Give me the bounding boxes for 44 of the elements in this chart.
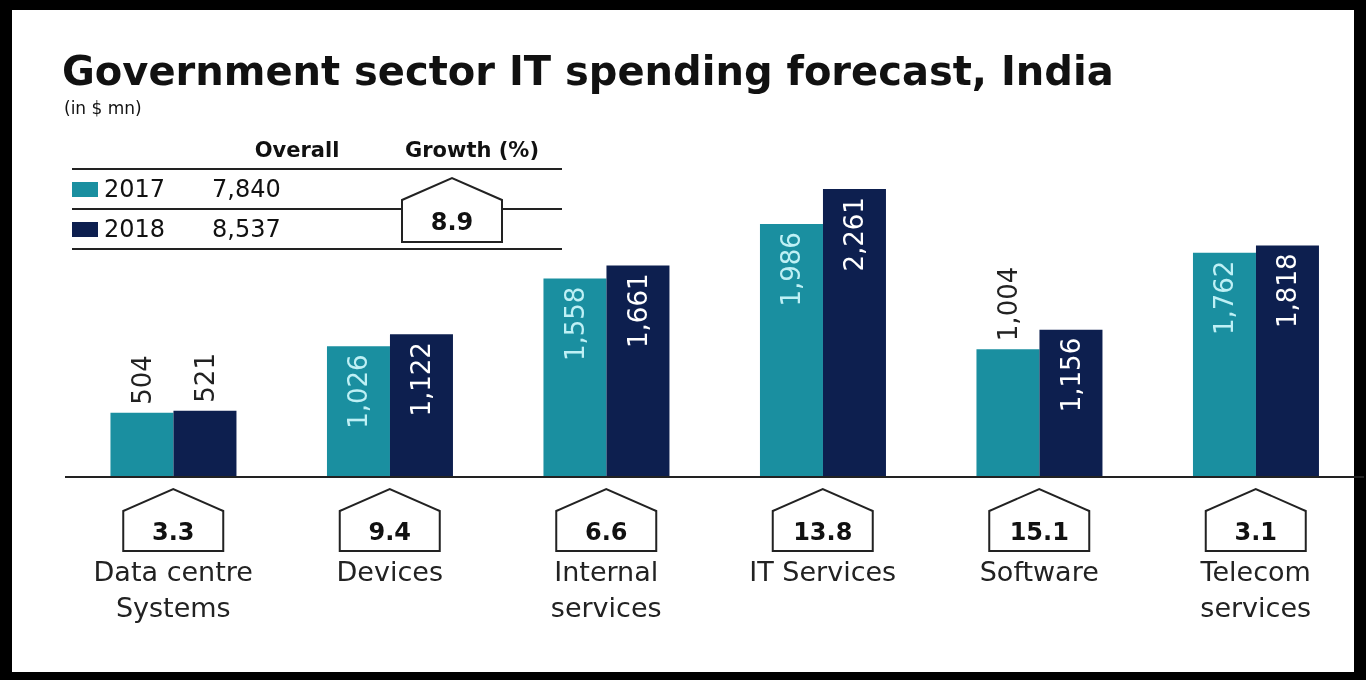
data-label: 1,004 [992, 266, 1023, 342]
bar [543, 278, 607, 477]
legend-label: 2018 [103, 215, 167, 243]
data-label: 1,818 [1272, 253, 1303, 328]
bar [326, 346, 390, 477]
text: 6.6 [584, 517, 628, 546]
chart-subtitle: (in $ mn) [64, 98, 142, 118]
x-tick-label: Data centre Systems [93, 556, 253, 623]
data-label: 1,986 [776, 232, 807, 307]
text: 3.3 [151, 517, 195, 546]
bar [1255, 245, 1319, 477]
annotation: 8,537 [212, 215, 282, 243]
text: 13.8 [793, 517, 853, 546]
text: 3.1 [1234, 517, 1278, 546]
data-label: 1,762 [1209, 260, 1240, 336]
data-label: 1,122 [406, 342, 437, 417]
legend-label: 2017 [103, 175, 167, 203]
x-tick-label: Software [979, 556, 1099, 587]
data-label: 1,156 [1055, 337, 1086, 413]
annotation: 8.9 [430, 207, 474, 236]
data-label: 1,661 [622, 273, 653, 348]
x-tick-label: Devices [336, 556, 443, 587]
bar [1039, 329, 1103, 477]
bar [389, 334, 453, 477]
table-header: Overall Growth (%) [72, 132, 562, 170]
x-tick-label: IT Services [749, 556, 897, 587]
bar [759, 224, 823, 477]
bar [173, 410, 237, 477]
annotation: 7,840 [212, 175, 282, 203]
text: 15.1 [1009, 517, 1069, 546]
data-label: 504 [126, 355, 157, 405]
bar [1192, 252, 1256, 477]
data-label: 2,261 [839, 197, 870, 272]
x-tick-label: Internal services [550, 556, 662, 623]
x-tick-label: Telecom services [1199, 556, 1312, 623]
data-label: 1,026 [343, 354, 374, 429]
bar [110, 412, 174, 477]
chart-title: Government sector IT spending forecast, India [62, 48, 1114, 94]
bar [976, 349, 1040, 477]
data-label: 1,558 [559, 286, 590, 362]
data-label: 521 [189, 353, 220, 403]
bar [822, 189, 886, 477]
bar [606, 265, 670, 477]
text: 9.4 [368, 517, 412, 546]
